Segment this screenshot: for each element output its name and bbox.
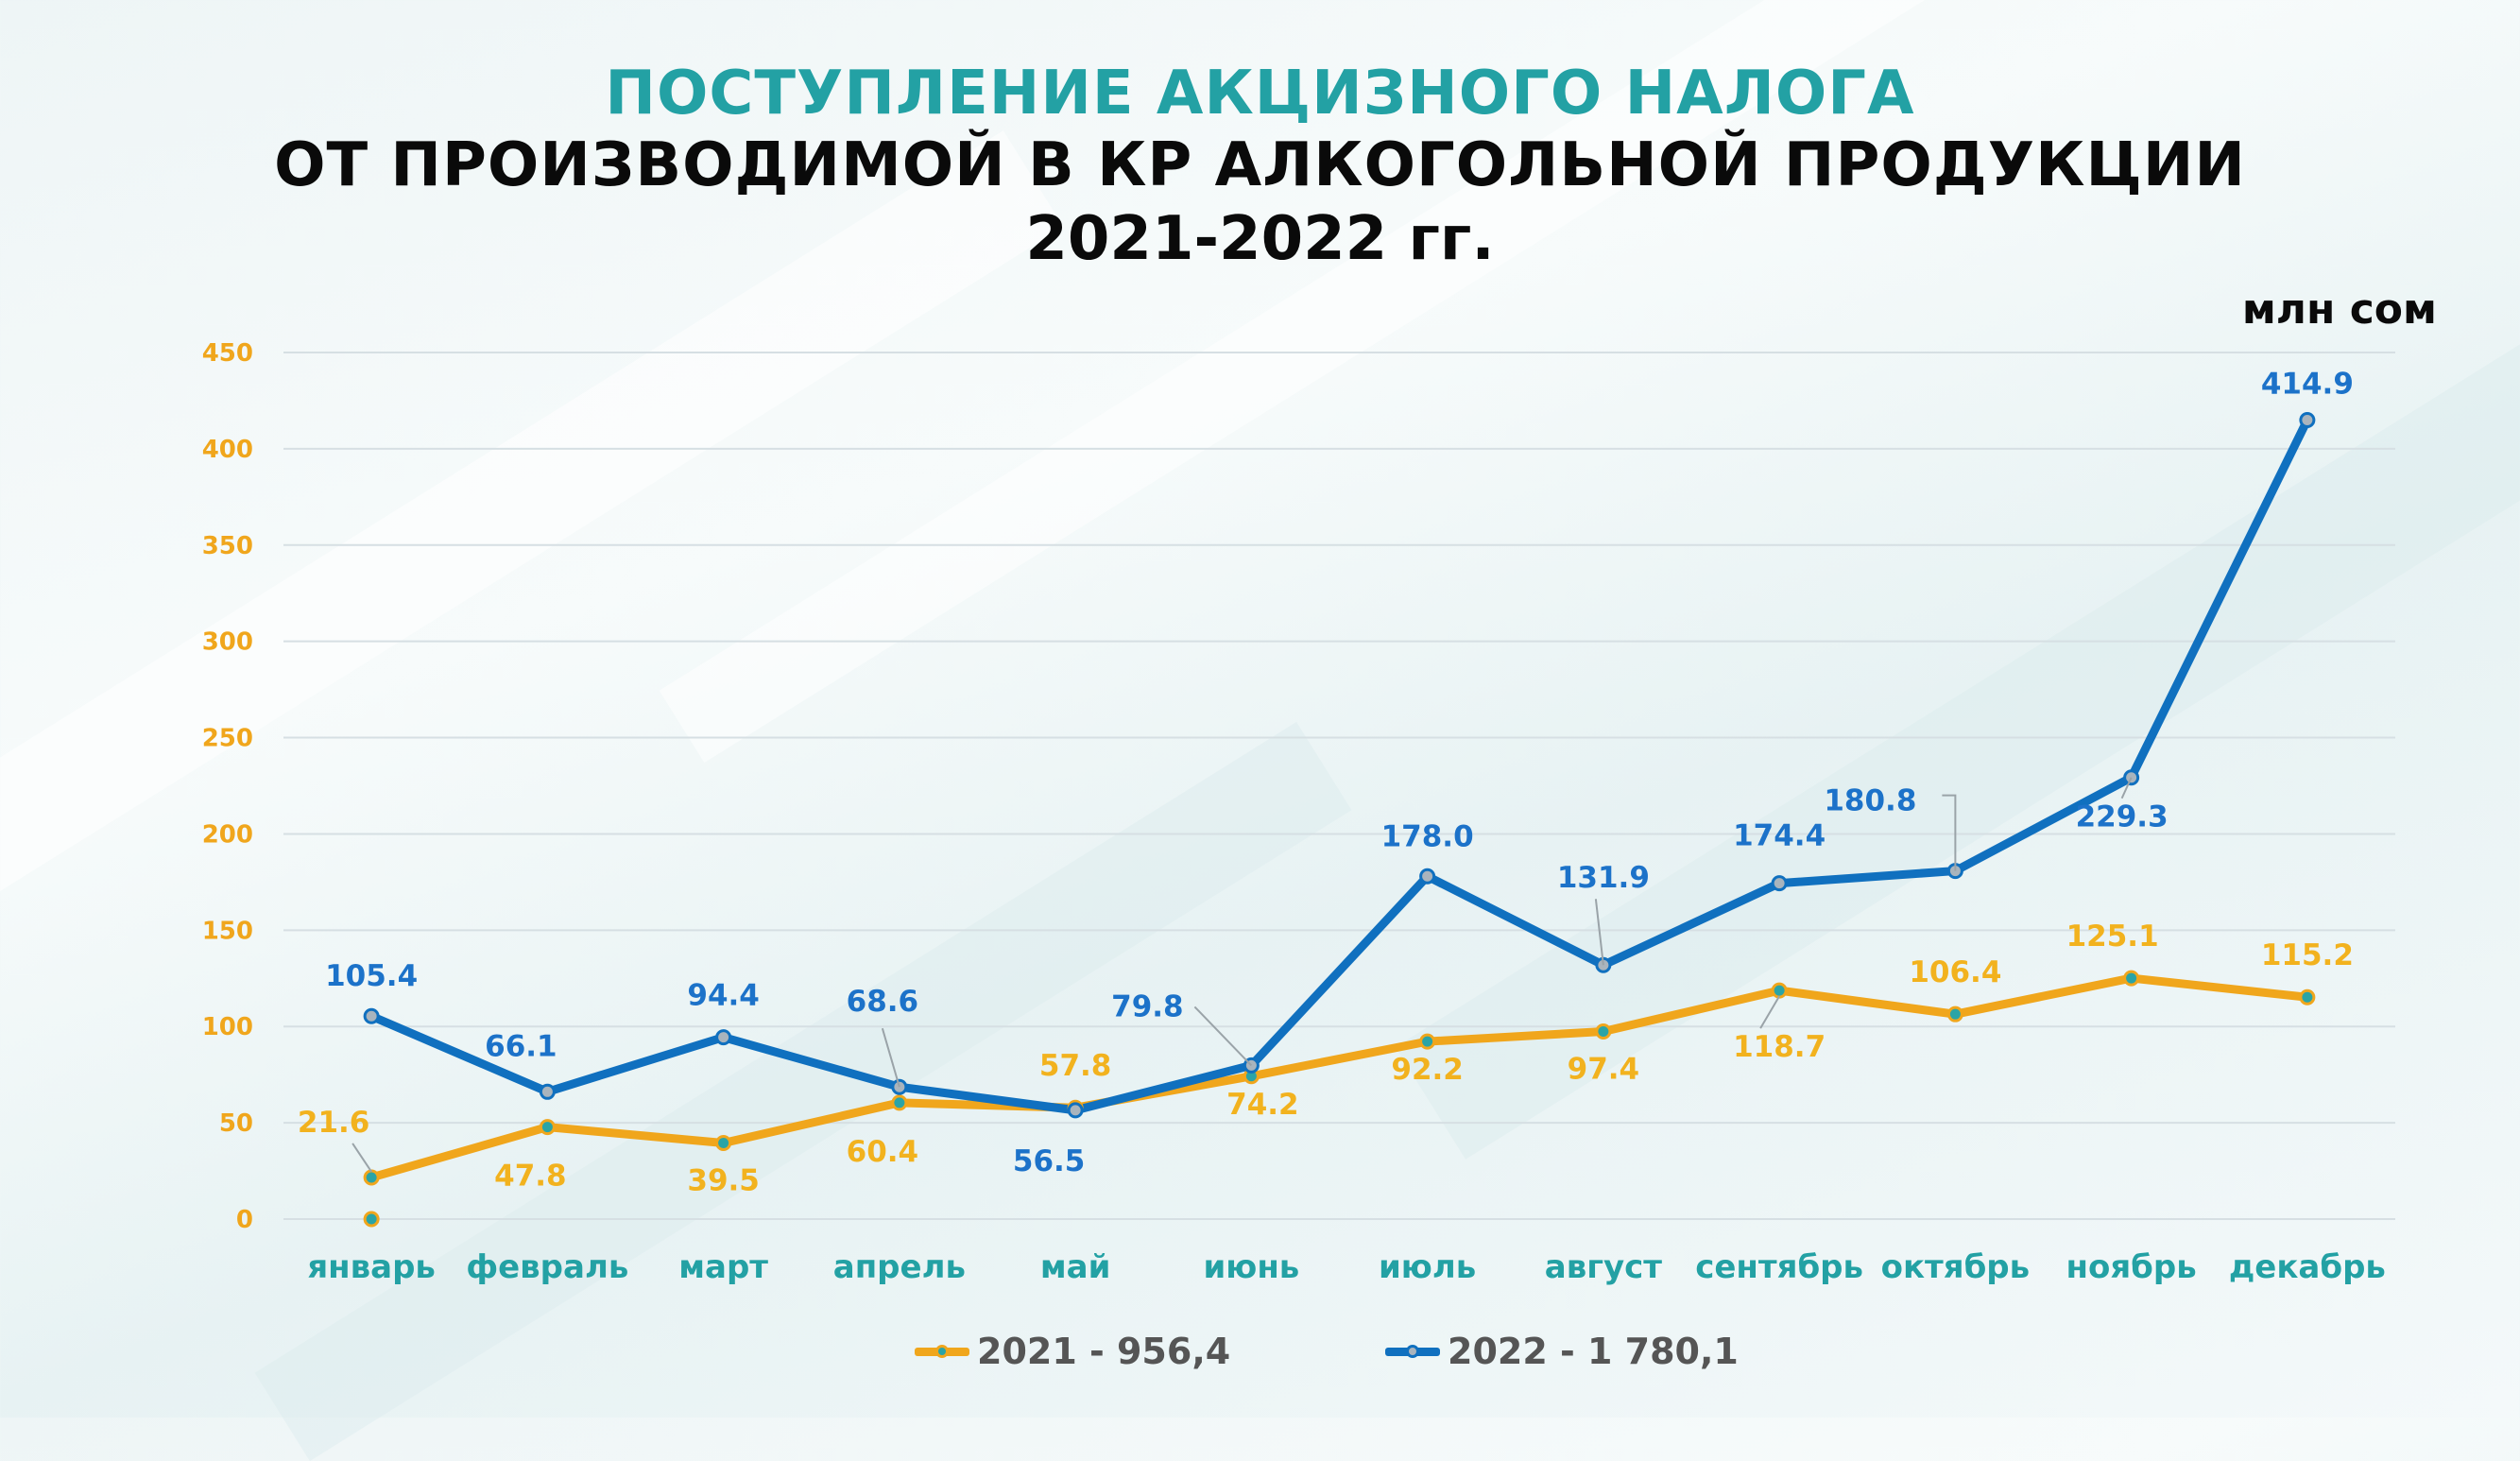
data-point-2022 [2299,412,2316,429]
x-tick-label: июль [1379,1248,1476,1286]
data-point-2022 [363,1007,380,1024]
legend-swatch-2022 [1385,1344,1440,1358]
data-label-2021: 97.4 [1568,1053,1640,1087]
leader-line-2022 [1193,1006,1253,1067]
y-tick-label: 250 [202,725,253,753]
data-label-2022: 79.8 [1111,989,1184,1023]
data-point-2021-zero [363,1211,380,1228]
y-tick-label: 450 [202,339,253,368]
x-tick-label: ноябрь [2066,1248,2196,1286]
legend-label-2022: 2022 - 1 780,1 [1448,1331,1739,1372]
data-label-2021: 74.2 [1226,1088,1299,1122]
data-point-2021 [1771,982,1788,999]
chart-title-line-3: 2021-2022 гг. [1025,204,1495,274]
x-tick-label: сентябрь [1695,1248,1863,1286]
data-point-2022 [1419,868,1436,885]
line-chart: 0 50 100 150 200 250 300 350 400 450 январь февраль… [202,339,2395,1286]
unit-label: млн сом [2241,285,2437,334]
data-point-2022 [1771,875,1788,892]
data-label-2021: 39.5 [687,1164,760,1198]
chart-title-line-2: ОТ ПРОИЗВОДИМОЙ В КР АЛКОГОЛЬНОЙ ПРОДУКЦ… [274,130,2246,200]
leader-line-2022 [1942,794,1957,871]
y-tick-label: 100 [202,1013,253,1041]
data-point-2022 [539,1083,556,1100]
data-point-2021 [891,1094,908,1111]
data-point-2021 [539,1119,556,1136]
data-label-2021: 57.8 [1039,1049,1112,1083]
y-tick-label: 350 [202,532,253,560]
x-tick-label: август [1545,1248,1663,1286]
legend-marker-2022 [1406,1344,1419,1358]
data-label-2022: 180.8 [1824,784,1916,818]
series-line-2022 [367,416,2312,1115]
data-label-2022: 94.4 [687,979,760,1013]
data-label-2021: 47.8 [494,1160,567,1194]
data-label-2022: 131.9 [1557,861,1650,895]
leader-line-2022 [881,1027,900,1088]
leader-line-2021 [1759,995,1780,1029]
data-label-2021: 125.1 [2066,920,2159,954]
x-tick-label: январь [307,1248,436,1286]
data-label-2022: 56.5 [1013,1144,1086,1178]
data-point-2022 [1067,1102,1084,1119]
legend-item-2022: 2022 - 1 780,1 [1385,1331,1739,1372]
series-line-2021 [367,973,2312,1182]
data-point-2021 [2123,970,2140,987]
y-tick-label: 400 [202,436,253,464]
y-tick-label: 300 [202,628,253,657]
data-label-2021: 21.6 [298,1106,370,1140]
x-tick-label: октябрь [1881,1248,2031,1286]
x-tick-label: май [1040,1248,1111,1286]
data-label-2022: 68.6 [847,985,919,1019]
data-point-2021 [2299,988,2316,1006]
x-tick-label: декабрь [2229,1248,2386,1286]
legend-swatch-2021 [915,1344,969,1358]
chart-title-line-1: ПОСТУПЛЕНИЕ АКЦИЗНОГО НАЛОГА [605,59,1915,129]
data-point-2021 [1946,1006,1963,1023]
leader-line-2022 [1594,899,1604,966]
leader-line-2022 [2120,777,2133,799]
legend-marker-2021 [935,1344,949,1358]
y-tick-label: 0 [236,1206,253,1234]
legend-label-2021: 2021 - 956,4 [977,1331,1231,1372]
data-label-2022: 229.3 [2076,800,2169,834]
x-tick-label: февраль [466,1248,628,1286]
x-tick-label: март [678,1248,768,1286]
y-tick-label: 50 [219,1109,253,1138]
leader-line-2021 [351,1143,372,1173]
data-label-2022: 66.1 [485,1029,557,1063]
data-label-2022: 178.0 [1381,819,1474,853]
data-point-2021 [715,1135,732,1152]
x-tick-label: апрель [833,1248,966,1286]
data-label-2021: 115.2 [2261,938,2354,972]
data-point-2021 [1595,1023,1612,1040]
data-point-2021 [363,1169,380,1186]
data-label-2021: 106.4 [1909,955,2001,989]
data-label-2021: 60.4 [847,1135,919,1169]
legend-item-2021: 2021 - 956,4 [915,1331,1230,1372]
data-point-2021 [1419,1033,1436,1050]
y-tick-label: 150 [202,917,253,945]
data-label-2022: 414.9 [2261,368,2354,402]
data-point-2022 [715,1029,732,1046]
data-label-2022: 105.4 [325,959,418,993]
data-label-2021: 92.2 [1391,1053,1464,1087]
x-tick-label: июнь [1203,1248,1299,1286]
data-label-2022: 174.4 [1733,819,1826,853]
data-label-2021: 118.7 [1733,1030,1826,1064]
y-tick-label: 200 [202,820,253,849]
